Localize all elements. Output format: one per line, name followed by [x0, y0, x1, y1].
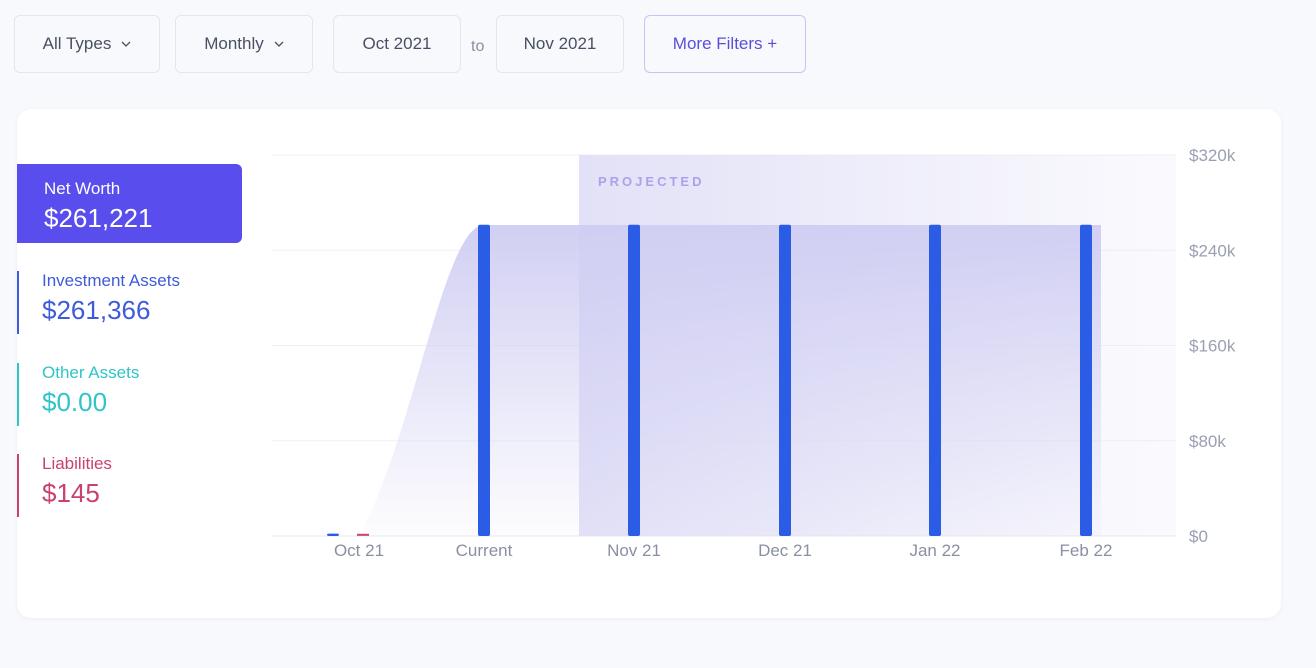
more-filters-label: More Filters + [672, 34, 778, 53]
y-tick-label: $320k [1189, 146, 1236, 165]
investment-assets-value: $261,366 [42, 295, 151, 325]
other-assets-label: Other Assets [42, 363, 140, 382]
net-worth-card: Net Worth $261,221 Investment Assets $26… [17, 109, 1281, 618]
other-assets-value: $0.00 [42, 387, 108, 417]
x-tick-label: Feb 22 [1060, 541, 1113, 560]
date-range-separator: to [471, 38, 485, 55]
liabilities-value: $145 [42, 478, 100, 508]
net-worth-value: $261,221 [44, 203, 153, 233]
investment-bar [628, 224, 640, 536]
investment-assets-tab[interactable]: Investment Assets $261,366 [17, 271, 180, 334]
y-tick-label: $160k [1189, 337, 1236, 356]
to-date-label: Nov 2021 [523, 34, 597, 53]
liabilities-tab[interactable]: Liabilities $145 [17, 454, 112, 517]
x-tick-label: Nov 21 [607, 541, 661, 560]
investment-assets-label: Investment Assets [42, 271, 180, 290]
other-assets-tab[interactable]: Other Assets $0.00 [17, 363, 139, 426]
net-worth-chart: PROJECTED Oct 21 Current Nov 21 Dec 21 Jan 2… [272, 146, 1236, 560]
projected-label: PROJECTED [598, 174, 704, 189]
liabilities-label: Liabilities [42, 454, 112, 473]
investment-bar [478, 224, 490, 536]
chevron-down-icon [121, 41, 131, 47]
x-tick-label: Jan 22 [909, 541, 960, 560]
from-date-button[interactable]: Oct 2021 [333, 15, 461, 73]
x-tick-label: Oct 21 [334, 541, 384, 560]
x-tick-label: Current [456, 541, 513, 560]
to-date-button[interactable]: Nov 2021 [496, 15, 624, 73]
net-worth-tab[interactable]: Net Worth $261,221 [17, 164, 242, 243]
y-tick-label: $240k [1189, 241, 1236, 260]
from-date-label: Oct 2021 [362, 34, 432, 53]
type-filter-label: All Types [42, 34, 112, 53]
y-tick-label: $80k [1189, 432, 1226, 451]
chevron-down-icon [274, 41, 284, 47]
investment-bar [1080, 224, 1092, 536]
net-worth-label: Net Worth [44, 179, 121, 198]
period-filter[interactable]: Monthly [175, 15, 313, 73]
liabilities-bar [357, 533, 369, 536]
type-filter[interactable]: All Types [14, 15, 160, 73]
investment-bar [327, 533, 339, 536]
net-worth-area [359, 224, 1101, 536]
x-tick-label: Dec 21 [758, 541, 812, 560]
investment-bar [779, 224, 791, 536]
investment-bar [929, 224, 941, 536]
more-filters-button[interactable]: More Filters + [644, 15, 806, 73]
period-filter-label: Monthly [204, 34, 264, 53]
y-tick-label: $0 [1189, 527, 1208, 546]
